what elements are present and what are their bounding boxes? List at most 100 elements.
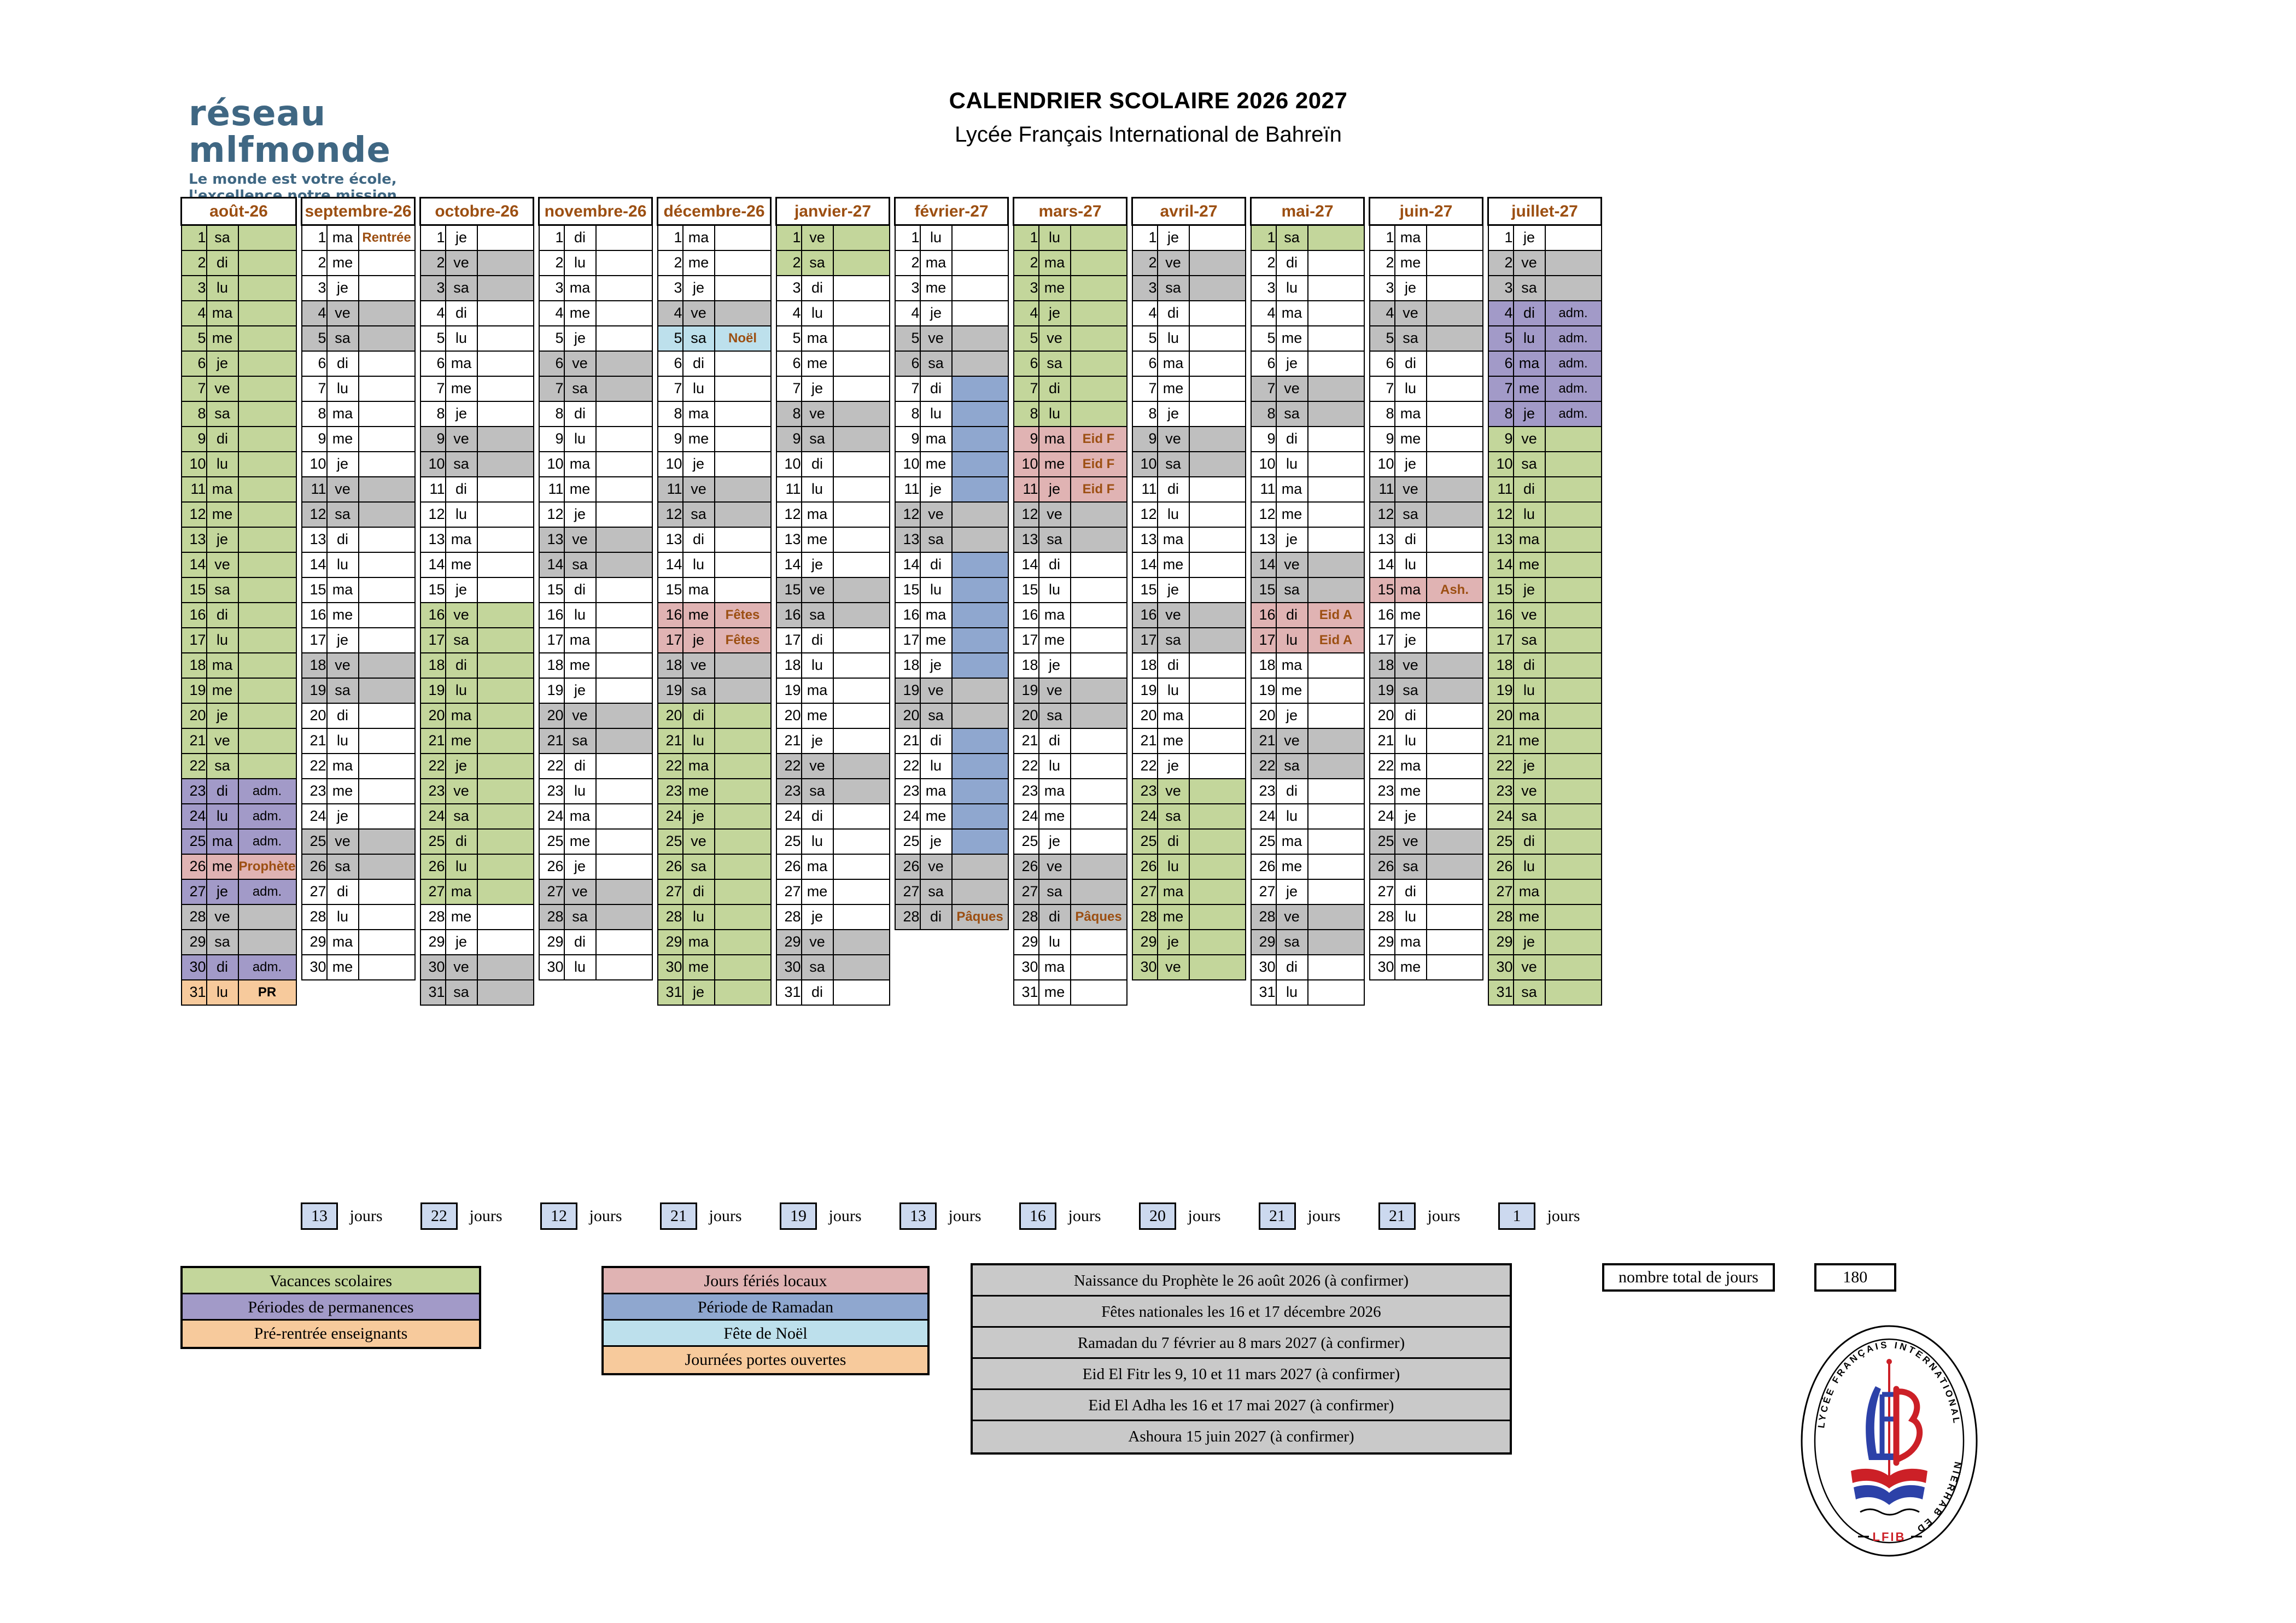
calendar-grid: août-26 septembre-26 octobre-26 novembre-26… xyxy=(180,197,1603,1006)
day-number: 20 xyxy=(180,702,207,729)
calendar-row: 27 je adm. 27 di 27 ma 27 ve 27 di 27 me 27 sa 27 sa 27 ma… xyxy=(180,878,1602,905)
day-event xyxy=(1307,677,1365,704)
day-number: 11 xyxy=(301,476,328,503)
month-header-11: juillet-27 xyxy=(1487,197,1603,226)
day-number: 5 xyxy=(1369,325,1395,352)
day-number: 26 xyxy=(1369,853,1395,880)
day-event xyxy=(832,627,890,653)
day-number: 2 xyxy=(775,249,802,276)
day-event xyxy=(714,677,772,704)
month-spacer xyxy=(1126,703,1132,728)
month-spacer xyxy=(1245,678,1251,703)
month-spacer xyxy=(1364,527,1370,552)
month-spacer xyxy=(1245,197,1251,225)
day-event xyxy=(358,451,416,477)
day-number: 13 xyxy=(180,526,207,553)
day-number: 1 xyxy=(1013,224,1039,251)
day-event xyxy=(951,576,1009,603)
month-spacer xyxy=(1364,954,1370,980)
month-spacer xyxy=(1482,401,1488,427)
day-event xyxy=(237,300,297,326)
day-number: 1 xyxy=(1369,224,1395,251)
day-of-week: ve xyxy=(801,224,834,251)
day-number: 17 xyxy=(894,627,921,653)
day-event xyxy=(1544,702,1602,729)
day-event xyxy=(951,400,1009,427)
day-event xyxy=(358,954,416,980)
month-spacer xyxy=(889,476,895,502)
day-number: 6 xyxy=(419,350,446,377)
day-event xyxy=(476,954,534,980)
calendar-row: 23 di adm. 23 me 23 ve 23 lu 23 me 23 sa 23 ma 23 ma 23 ve… xyxy=(180,778,1602,804)
day-number: 4 xyxy=(1250,300,1277,326)
day-event xyxy=(1425,677,1483,704)
month-spacer xyxy=(414,552,420,577)
calendar-row: 19 me 19 sa 19 lu 19 je 19 sa 19 ma 19 ve 19 ve 19 lu 19 me… xyxy=(180,677,1602,704)
day-event xyxy=(476,300,534,326)
day-number: 26 xyxy=(419,853,446,880)
day-event xyxy=(1425,702,1483,729)
day-event xyxy=(1307,300,1365,326)
day-event xyxy=(1070,853,1127,880)
day-number: 10 xyxy=(301,451,328,477)
day-event xyxy=(358,853,416,880)
day-of-week: sa xyxy=(919,350,953,377)
day-of-week: ve xyxy=(682,476,715,503)
day-of-week: je xyxy=(1038,300,1071,326)
day-event xyxy=(1425,325,1483,352)
day-of-week: sa xyxy=(682,853,715,880)
day-of-week: ve xyxy=(801,752,834,779)
day-of-week: ma xyxy=(1394,400,1427,427)
day-of-week: me xyxy=(919,627,953,653)
day-event xyxy=(1188,828,1246,855)
total-days-value: 180 xyxy=(1814,1263,1896,1292)
month-spacer xyxy=(889,778,895,804)
day-number: 24 xyxy=(538,803,565,830)
day-event xyxy=(595,451,653,477)
day-number: 30 xyxy=(657,954,683,980)
month-spacer xyxy=(1126,351,1132,376)
month-spacer xyxy=(1364,979,1370,1005)
day-event xyxy=(358,929,416,955)
day-of-week xyxy=(920,929,952,955)
month-spacer xyxy=(652,854,658,879)
day-event xyxy=(237,602,297,628)
day-event xyxy=(595,400,653,427)
month-spacer xyxy=(533,753,539,779)
month-spacer xyxy=(1008,979,1014,1005)
day-number: 18 xyxy=(538,652,565,679)
day-event xyxy=(951,778,1009,804)
month-days-count: 16 xyxy=(1019,1202,1056,1230)
month-spacer xyxy=(533,703,539,728)
day-event xyxy=(1544,551,1602,578)
day-event xyxy=(476,375,534,402)
day-event xyxy=(1544,526,1602,553)
day-number: 5 xyxy=(538,325,565,352)
month-spacer xyxy=(1364,476,1370,502)
day-of-week: di xyxy=(1512,300,1546,326)
day-of-week: sa xyxy=(1512,627,1546,653)
note-item: Eid El Fitr les 9, 10 et 11 mars 2027 (à… xyxy=(973,1359,1510,1390)
day-event xyxy=(1070,249,1127,276)
day-number: 13 xyxy=(301,526,328,553)
day-of-week: di xyxy=(206,602,239,628)
day-number: 23 xyxy=(1131,778,1158,804)
month-spacer xyxy=(1008,879,1014,904)
day-number: 13 xyxy=(1369,526,1395,553)
month-spacer xyxy=(1008,197,1014,225)
month-spacer xyxy=(1364,426,1370,452)
day-event: adm. xyxy=(237,828,297,855)
day-event xyxy=(237,903,297,930)
day-event xyxy=(832,551,890,578)
day-of-week: ma xyxy=(1275,828,1308,855)
day-number: 12 xyxy=(657,501,683,528)
month-spacer xyxy=(1126,753,1132,779)
day-number: 5 xyxy=(1250,325,1277,352)
day-of-week: me xyxy=(1275,325,1308,352)
day-of-week: me xyxy=(801,526,834,553)
day-of-week: ve xyxy=(1275,375,1308,402)
day-number: 30 xyxy=(419,954,446,980)
day-event xyxy=(237,727,297,754)
month-spacer xyxy=(889,703,895,728)
month-spacer xyxy=(296,250,302,276)
